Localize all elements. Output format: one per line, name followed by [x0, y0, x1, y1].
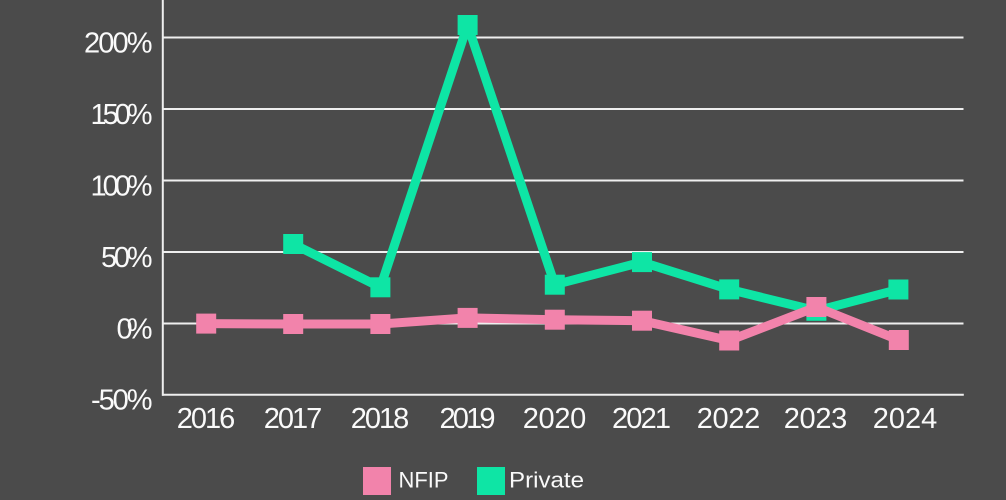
svg-text:-50%: -50% — [91, 385, 153, 417]
svg-text:2021: 2021 — [612, 403, 671, 435]
svg-text:2022: 2022 — [697, 403, 761, 435]
svg-text:2023: 2023 — [784, 403, 848, 435]
svg-text:2024: 2024 — [873, 403, 938, 435]
svg-text:NFIP: NFIP — [399, 467, 449, 492]
svg-text:150%: 150% — [91, 99, 153, 131]
svg-text:200%: 200% — [84, 27, 153, 59]
svg-text:2016: 2016 — [177, 403, 236, 435]
svg-text:2018: 2018 — [351, 403, 410, 435]
svg-text:2019: 2019 — [440, 403, 496, 435]
svg-text:0%: 0% — [117, 313, 153, 345]
svg-text:50%: 50% — [101, 242, 153, 274]
svg-text:Private: Private — [509, 467, 584, 492]
svg-text:100%: 100% — [91, 170, 153, 202]
svg-text:2020: 2020 — [523, 403, 587, 435]
svg-text:2017: 2017 — [264, 403, 323, 435]
